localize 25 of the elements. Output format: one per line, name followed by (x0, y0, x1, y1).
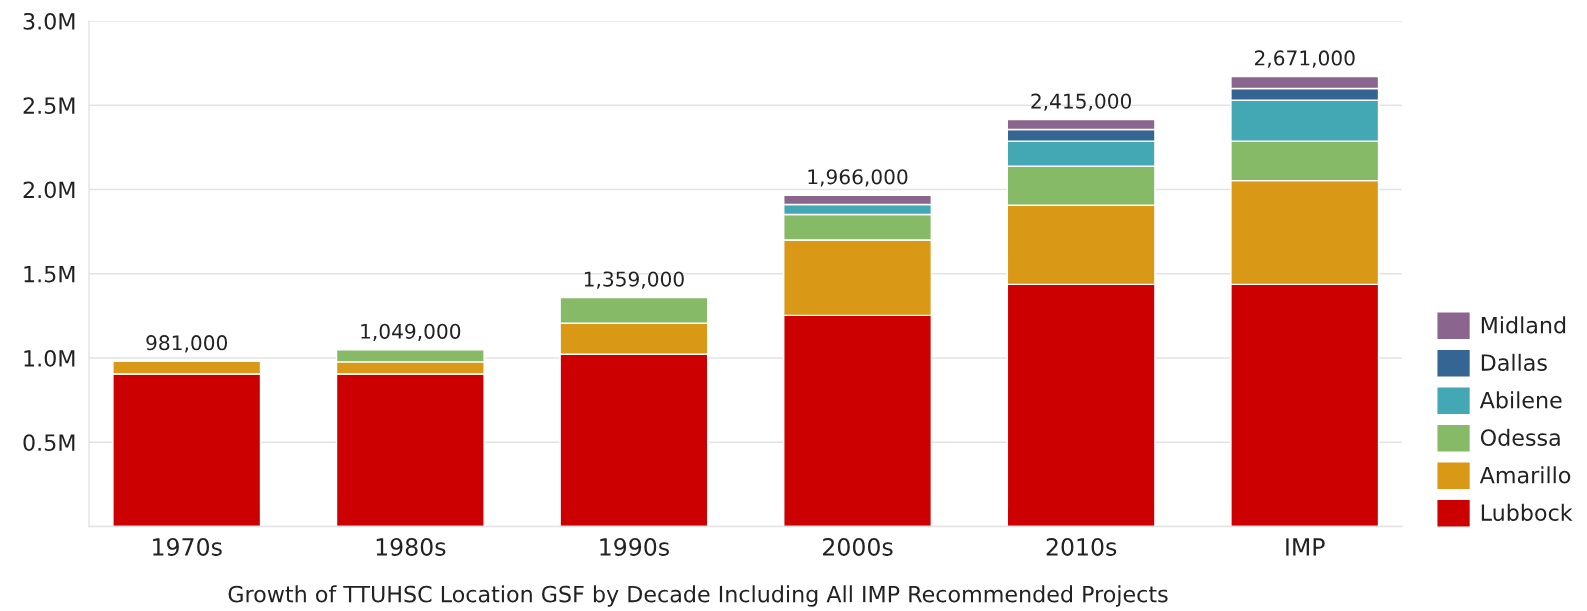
total-label: 981,000 (146, 335, 228, 353)
y-tick-label: 2.0M (23, 181, 75, 199)
x-tick-label: 2010s (1046, 538, 1117, 556)
y-tick-label: 3.0M (23, 12, 75, 30)
legend-label: Dallas (1481, 353, 1547, 371)
x-tick-label: 1980s (376, 538, 446, 556)
y-tick-label: 1.5M (24, 265, 75, 283)
total-label: 2,415,000 (1031, 93, 1132, 111)
total-label: 2,671,000 (1254, 50, 1355, 68)
text: Growth of TTUHSC Location GSF by Decade Including All IMP Recommended Projects (228, 585, 1168, 607)
legend-label: Midland (1481, 316, 1566, 334)
y-tick-label: 2.5M (23, 97, 75, 115)
legend-label: Abilene (1479, 391, 1562, 409)
x-tick-label: 1970s (153, 538, 222, 556)
x-tick-label: 1990s (600, 538, 669, 556)
total-label: 1,049,000 (361, 323, 461, 341)
legend-label: Lubbock (1481, 503, 1573, 521)
x-tick-label: IMP (1286, 538, 1325, 556)
total-label: 1,359,000 (584, 271, 684, 289)
legend-label: Odessa (1480, 428, 1560, 446)
y-tick-label: 0.5M (23, 434, 75, 452)
total-label: 1,966,000 (808, 169, 908, 187)
y-tick-label: 1.0M (24, 349, 75, 367)
legend-label: Amarillo (1479, 466, 1571, 484)
x-tick-label: 2000s (823, 538, 893, 556)
